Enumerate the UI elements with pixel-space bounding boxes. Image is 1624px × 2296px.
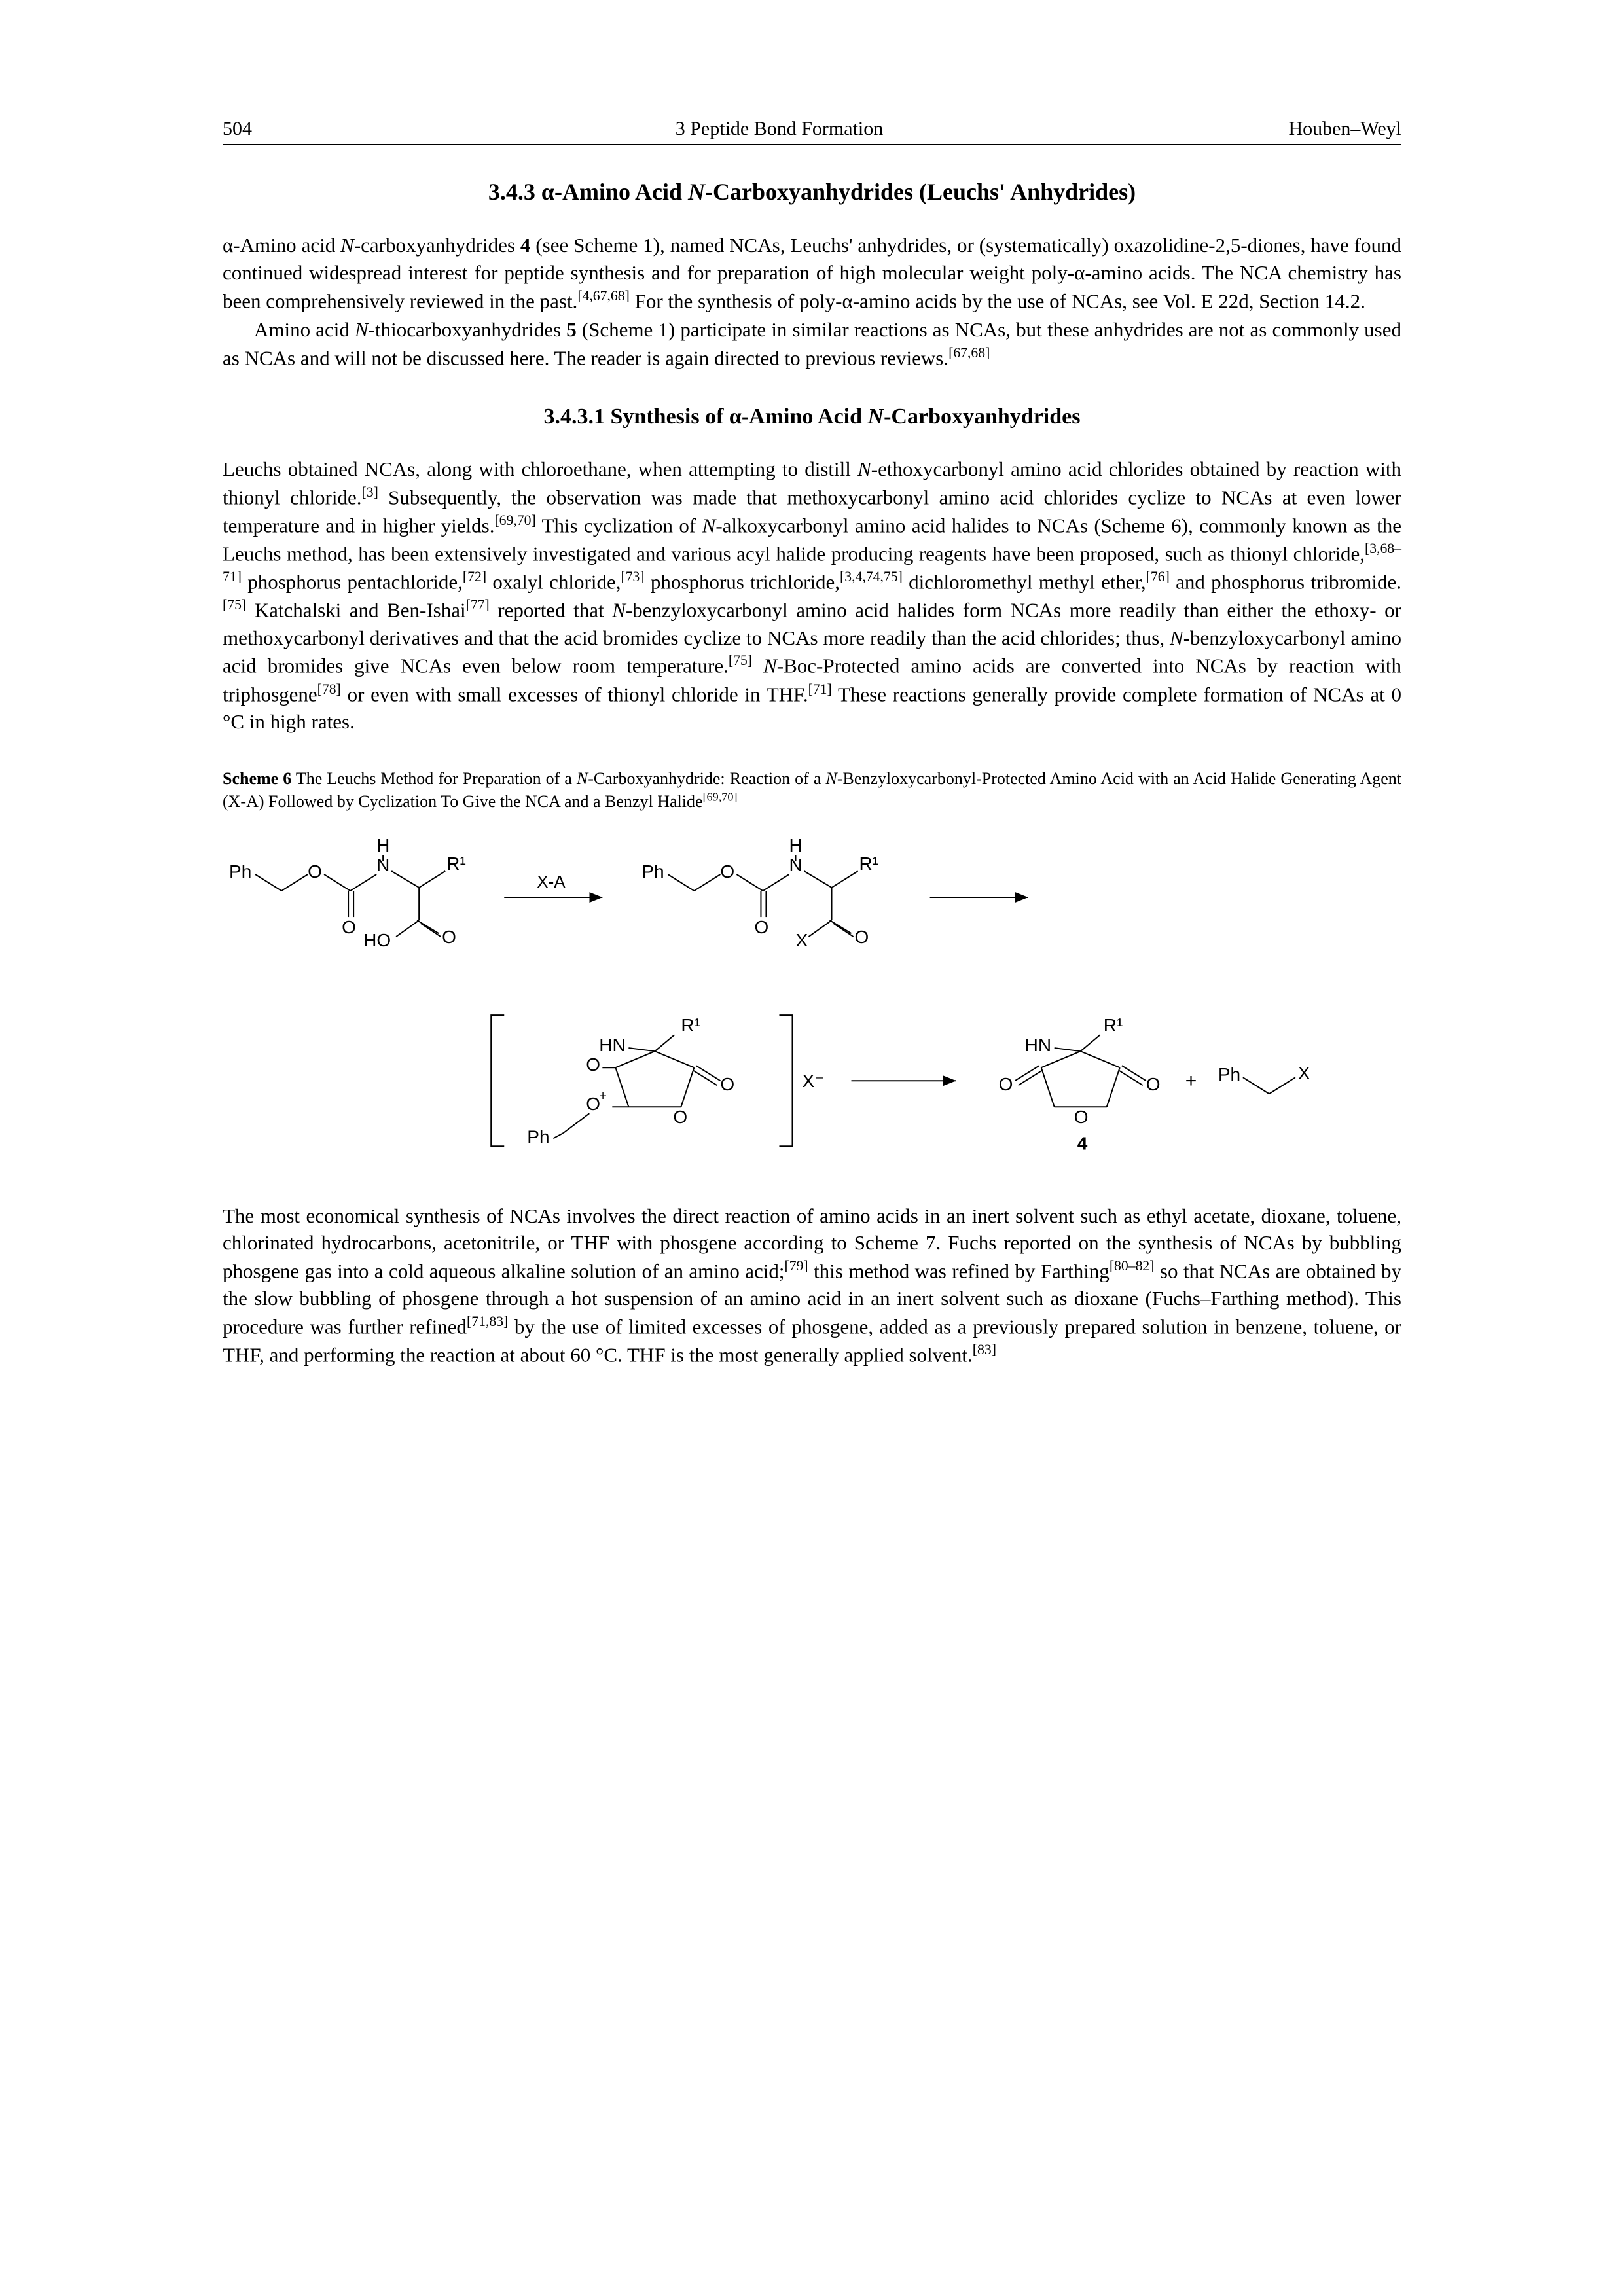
lbl-plus: + (1185, 1070, 1197, 1092)
svg-text:+: + (599, 1089, 607, 1103)
running-header: 504 3 Peptide Bond Formation Houben–Weyl (223, 118, 1401, 145)
struct-2: Ph O O N H R¹ O X (641, 835, 878, 950)
lbl-o: O (754, 917, 768, 937)
paragraph-4: The most economical synthesis of NCAs in… (223, 1202, 1401, 1369)
struct-1: Ph O O N H R¹ (229, 835, 466, 950)
scheme-6-label: Scheme 6 (223, 769, 291, 788)
lbl-o: O (1074, 1107, 1089, 1128)
lbl-o: O (308, 861, 322, 882)
page-number: 504 (223, 118, 353, 140)
paragraph-3: Leuchs obtained NCAs, along with chloroe… (223, 456, 1401, 736)
chapter-title: 3 Peptide Bond Formation (353, 118, 1205, 140)
subsection-number: 3.4.3.1 (544, 404, 605, 429)
lbl-r1: R¹ (681, 1015, 700, 1035)
section-3-4-3-title: 3.4.3 α-Amino Acid N-Carboxyanhydrides (… (223, 178, 1401, 206)
section-number: 3.4.3 (488, 179, 535, 205)
section-3-4-3-1-title: 3.4.3.1 Synthesis of α-Amino Acid N-Carb… (223, 404, 1401, 429)
lbl-x: X (1298, 1063, 1310, 1083)
lbl-ho: HO (363, 930, 391, 950)
lbl-ph: Ph (229, 861, 251, 882)
lbl-h: H (376, 835, 389, 855)
struct-bnx: Ph X (1218, 1063, 1310, 1094)
scheme-6-caption: Scheme 6 The Leuchs Method for Preparati… (223, 768, 1401, 813)
lbl-ph: Ph (641, 861, 664, 882)
scheme-6-caption-text: The Leuchs Method for Preparation of a N… (223, 769, 1401, 811)
svg-text:O: O (586, 1094, 600, 1114)
lbl-xminus: X⁻ (802, 1071, 823, 1091)
struct-intermediate: R¹ HN O O (491, 1015, 792, 1147)
scheme-6-figure: Ph O O N H R¹ (223, 832, 1401, 1172)
lbl-r1: R¹ (859, 853, 879, 874)
paragraph-2: Amino acid N-thiocarboxyanhydrides 5 (Sc… (223, 316, 1401, 372)
paragraph-1: α-Amino acid N-carboxyanhydrides 4 (see … (223, 232, 1401, 315)
lbl-o: O (720, 1074, 734, 1094)
struct-nca: R¹ HN O O (999, 1015, 1161, 1153)
lbl-ph: Ph (1218, 1064, 1240, 1085)
lbl-o: O (342, 917, 356, 937)
lbl-xa: X-A (537, 872, 566, 891)
lbl-h: H (789, 835, 802, 855)
lbl-ph: Ph (527, 1127, 549, 1147)
lbl-x: X (795, 930, 808, 950)
lbl-o: O (442, 927, 456, 947)
book-title: Houben–Weyl (1205, 118, 1401, 140)
lbl-four: 4 (1077, 1134, 1088, 1154)
subsection-name: Synthesis of α-Amino Acid N-Carboxyanhyd… (611, 404, 1081, 429)
lbl-hn: HN (1025, 1035, 1051, 1055)
lbl-o: O (999, 1074, 1013, 1094)
lbl-o: O (673, 1107, 687, 1128)
lbl-o: O (586, 1054, 600, 1075)
lbl-r1: R¹ (446, 853, 466, 874)
section-name: α-Amino Acid N-Carboxyanhydrides (Leuchs… (541, 179, 1136, 205)
lbl-o: O (855, 927, 869, 947)
lbl-r1: R¹ (1104, 1015, 1123, 1035)
lbl-o: O (1146, 1074, 1161, 1094)
lbl-hn: HN (599, 1035, 625, 1055)
lbl-o: O (720, 861, 734, 882)
